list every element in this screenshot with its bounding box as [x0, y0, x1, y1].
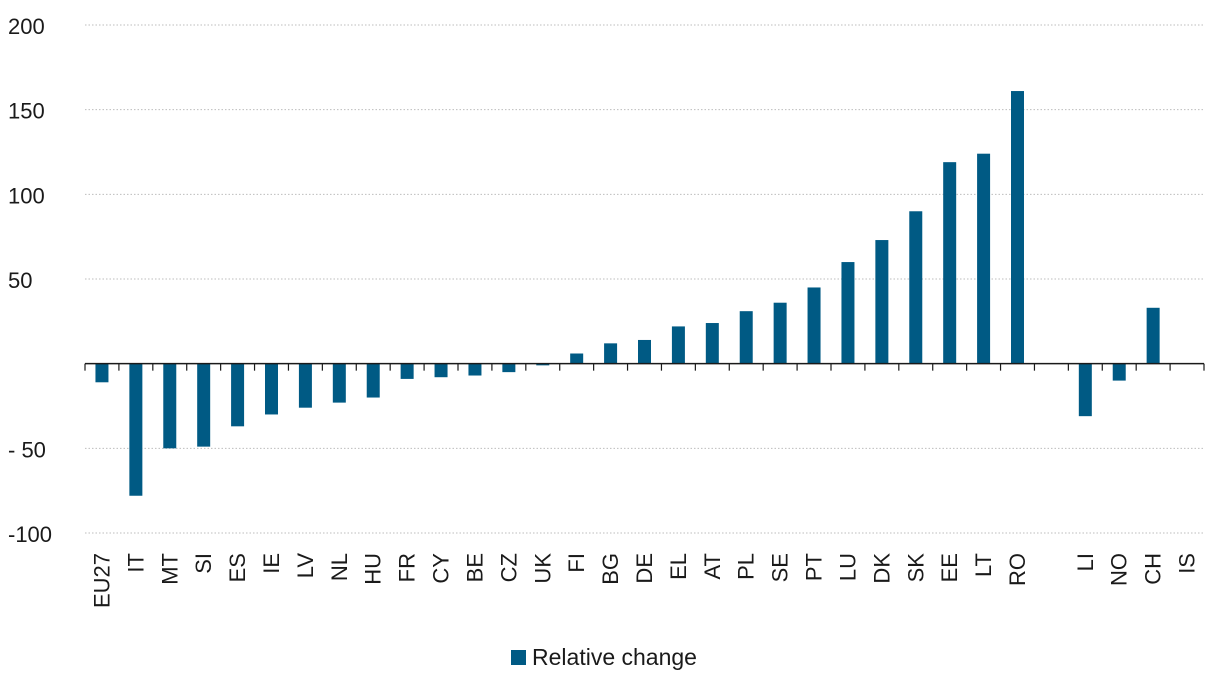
- x-tick-label: LT: [971, 553, 996, 577]
- x-tick-label: NO: [1107, 553, 1132, 586]
- x-tick-label: EL: [666, 553, 691, 580]
- bar-fi: [570, 353, 584, 364]
- bar-nl: [332, 363, 346, 403]
- bar-es: [231, 363, 245, 427]
- bar-lu: [841, 262, 855, 364]
- bar-ro: [1011, 91, 1024, 364]
- x-tick-label: PL: [734, 553, 759, 580]
- bar-li: [1078, 363, 1092, 417]
- bar-pt: [807, 287, 821, 364]
- bar-dk: [875, 240, 889, 364]
- bar-eu27: [95, 363, 109, 383]
- x-tick-label: SI: [191, 553, 216, 574]
- x-tick-label: AT: [700, 553, 725, 579]
- bar-cy: [434, 363, 448, 378]
- legend: Relative change: [0, 644, 1208, 670]
- x-tick-label: EU27: [89, 553, 114, 608]
- y-tick-label: 150: [8, 99, 45, 124]
- legend-swatch: [511, 649, 527, 665]
- legend-label: Relative change: [532, 644, 697, 670]
- bar-lv: [298, 363, 312, 408]
- bar-ee: [943, 162, 957, 364]
- x-tick-label: RO: [1005, 553, 1030, 586]
- x-tick-label: SK: [903, 553, 928, 583]
- x-tick-label: DE: [632, 553, 657, 584]
- x-tick-label: LI: [1073, 553, 1098, 571]
- x-tick-label: LU: [835, 553, 860, 581]
- x-tick-label: SE: [768, 553, 793, 582]
- y-tick-label: 200: [8, 14, 45, 39]
- x-tick-label: EE: [937, 553, 962, 582]
- x-tick-label: IT: [123, 553, 148, 573]
- x-tick-label: PT: [802, 553, 827, 581]
- x-tick-label: NL: [327, 553, 352, 581]
- y-tick-label: -100: [8, 522, 52, 547]
- y-tick-label: 100: [8, 183, 45, 208]
- x-tick-label: UK: [530, 553, 555, 584]
- y-tick-label: 50: [8, 268, 32, 293]
- bar-se: [773, 302, 787, 364]
- y-tick-label: - 50: [8, 437, 46, 462]
- bar-cz: [502, 363, 516, 373]
- bar-lt: [977, 153, 991, 364]
- bar-ch: [1146, 307, 1160, 364]
- x-tick-label: HU: [361, 553, 386, 585]
- bar-ie: [265, 363, 278, 415]
- bar-de: [638, 339, 651, 364]
- bar-no: [1112, 363, 1126, 381]
- bar-mt: [163, 363, 177, 449]
- x-tick-label: CH: [1141, 553, 1166, 585]
- x-tick-label: ES: [225, 553, 250, 582]
- x-tick-label: CZ: [496, 553, 521, 582]
- x-tick-label: LV: [293, 553, 318, 579]
- x-tick-label: FI: [564, 553, 589, 573]
- bar-it: [129, 363, 143, 496]
- x-tick-label: FR: [395, 553, 420, 582]
- bar-be: [468, 363, 482, 376]
- x-tick-label: IE: [259, 553, 284, 574]
- bar-fr: [400, 363, 414, 379]
- bar-el: [671, 326, 685, 364]
- x-tick-label: CY: [429, 553, 454, 584]
- x-tick-label: MT: [157, 553, 182, 585]
- bar-hu: [366, 363, 380, 398]
- bar-uk: [536, 363, 550, 366]
- x-tick-label: IS: [1175, 553, 1200, 574]
- bar-si: [197, 363, 211, 447]
- bar-sk: [909, 211, 923, 364]
- bar-pl: [739, 311, 753, 364]
- bar-bg: [604, 343, 618, 364]
- bar-at: [705, 323, 719, 364]
- x-tick-label: DK: [869, 553, 894, 584]
- x-tick-label: BG: [598, 553, 623, 585]
- x-tick-label: BE: [462, 553, 487, 582]
